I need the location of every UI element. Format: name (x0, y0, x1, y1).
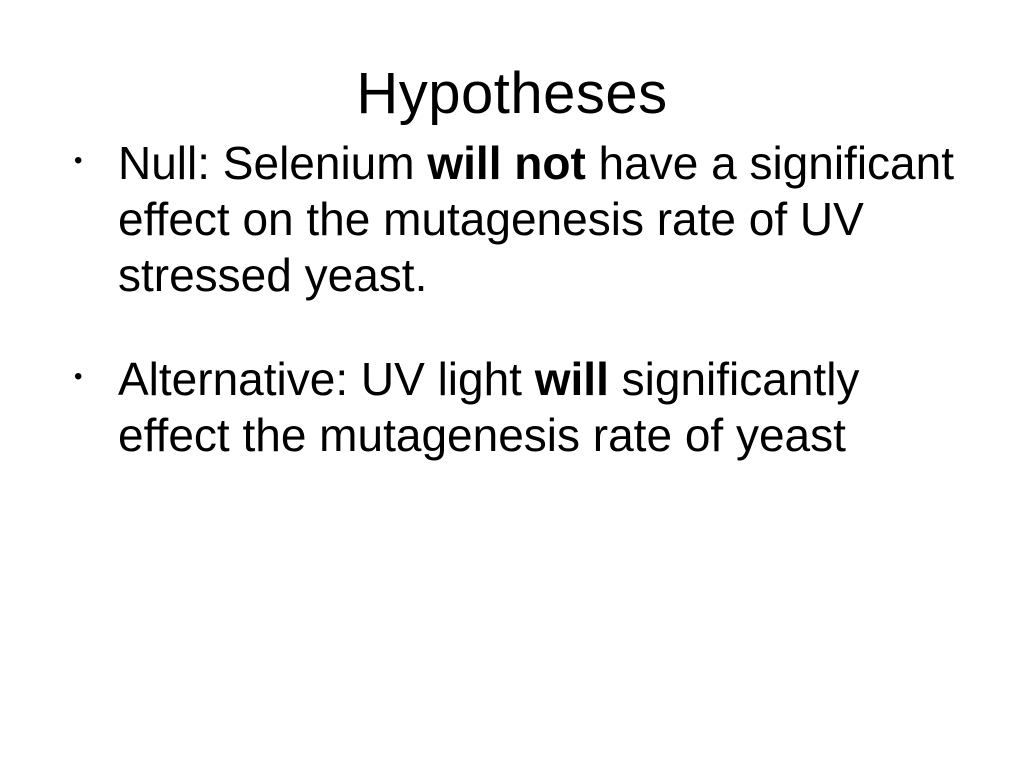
bullet-text-segment: Alternative: UV light (118, 353, 535, 405)
bullet-item: Null: Selenium will not have a significa… (60, 135, 964, 303)
bullet-list: Null: Selenium will not have a significa… (60, 135, 964, 464)
slide: Hypotheses Null: Selenium will not have … (0, 0, 1024, 768)
bullet-text-segment-bold: will not (427, 137, 585, 189)
bullet-item: Alternative: UV light will significantly… (60, 351, 964, 463)
bullet-text-segment-bold: will (535, 353, 609, 405)
bullet-text-segment: Null: Selenium (118, 137, 427, 189)
slide-title: Hypotheses (60, 60, 964, 127)
